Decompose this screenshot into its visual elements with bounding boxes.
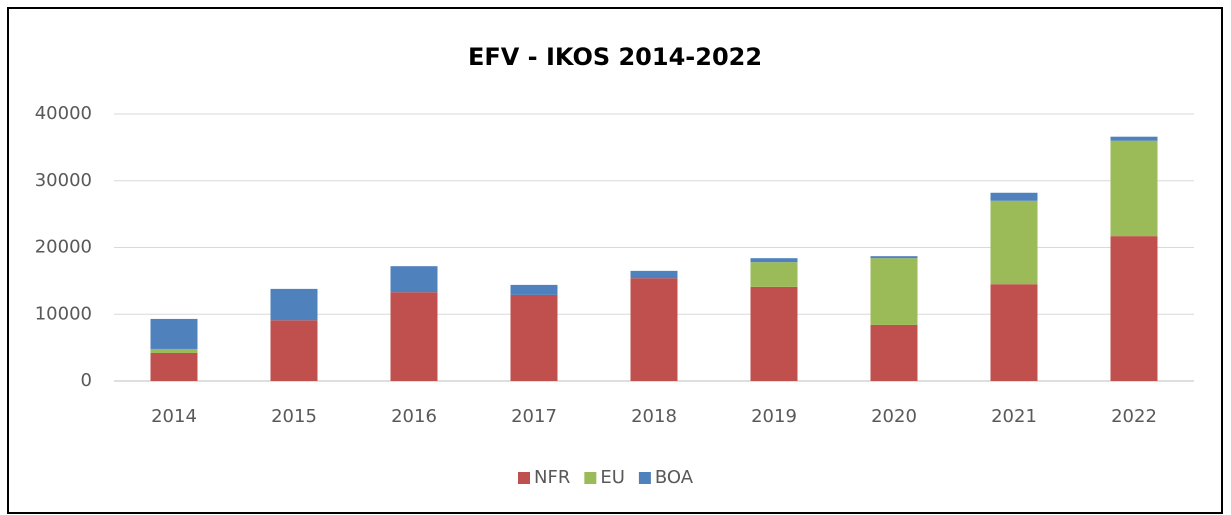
chart-frame: [7, 7, 1223, 514]
legend-swatch: [518, 472, 530, 484]
bar-segment: [750, 286, 798, 381]
legend-label: BOA: [655, 467, 694, 488]
legend-swatch: [638, 472, 651, 484]
legend-label: EU: [600, 467, 625, 488]
bar-segment: [270, 288, 318, 321]
x-tick-label: 2018: [631, 406, 677, 427]
bar-segment: [630, 278, 678, 381]
y-tick-label: 10000: [35, 303, 92, 324]
x-tick-label: 2020: [871, 406, 917, 427]
bar-segment: [870, 324, 918, 381]
x-tick-label: 2022: [1111, 406, 1157, 427]
bar-segment: [630, 270, 678, 279]
legend-swatch: [584, 472, 597, 484]
bar-segment: [750, 258, 798, 263]
bar-segment: [990, 284, 1038, 381]
x-tick-label: 2017: [511, 406, 557, 427]
bar-segment: [270, 320, 318, 381]
bar-segment: [870, 256, 918, 259]
bar-segment: [1110, 140, 1158, 237]
bar-segment: [510, 294, 558, 381]
y-tick-label: 20000: [35, 237, 92, 258]
x-tick-label: 2019: [751, 406, 797, 427]
bar-segment: [390, 266, 438, 293]
bar-segment: [390, 292, 438, 381]
bar-segment: [510, 284, 558, 295]
bar-segment: [870, 258, 918, 325]
bar-segment: [150, 348, 198, 353]
y-tick-label: 30000: [35, 170, 92, 191]
bar-segment: [750, 262, 798, 287]
bar-segment: [150, 352, 198, 381]
y-tick-label: 0: [81, 370, 92, 391]
bar-segment: [150, 318, 198, 349]
x-tick-label: 2016: [391, 406, 437, 427]
bar-segment: [1110, 136, 1158, 141]
x-tick-label: 2021: [991, 406, 1037, 427]
bar-segment: [990, 200, 1038, 285]
bar-segment: [990, 192, 1038, 201]
chart-title: EFV - IKOS 2014-2022: [468, 43, 762, 71]
bar-segment: [1110, 236, 1158, 381]
legend-label: NFR: [534, 467, 570, 488]
y-tick-label: 40000: [35, 103, 92, 124]
x-tick-label: 2014: [151, 406, 197, 427]
x-tick-label: 2015: [271, 406, 317, 427]
